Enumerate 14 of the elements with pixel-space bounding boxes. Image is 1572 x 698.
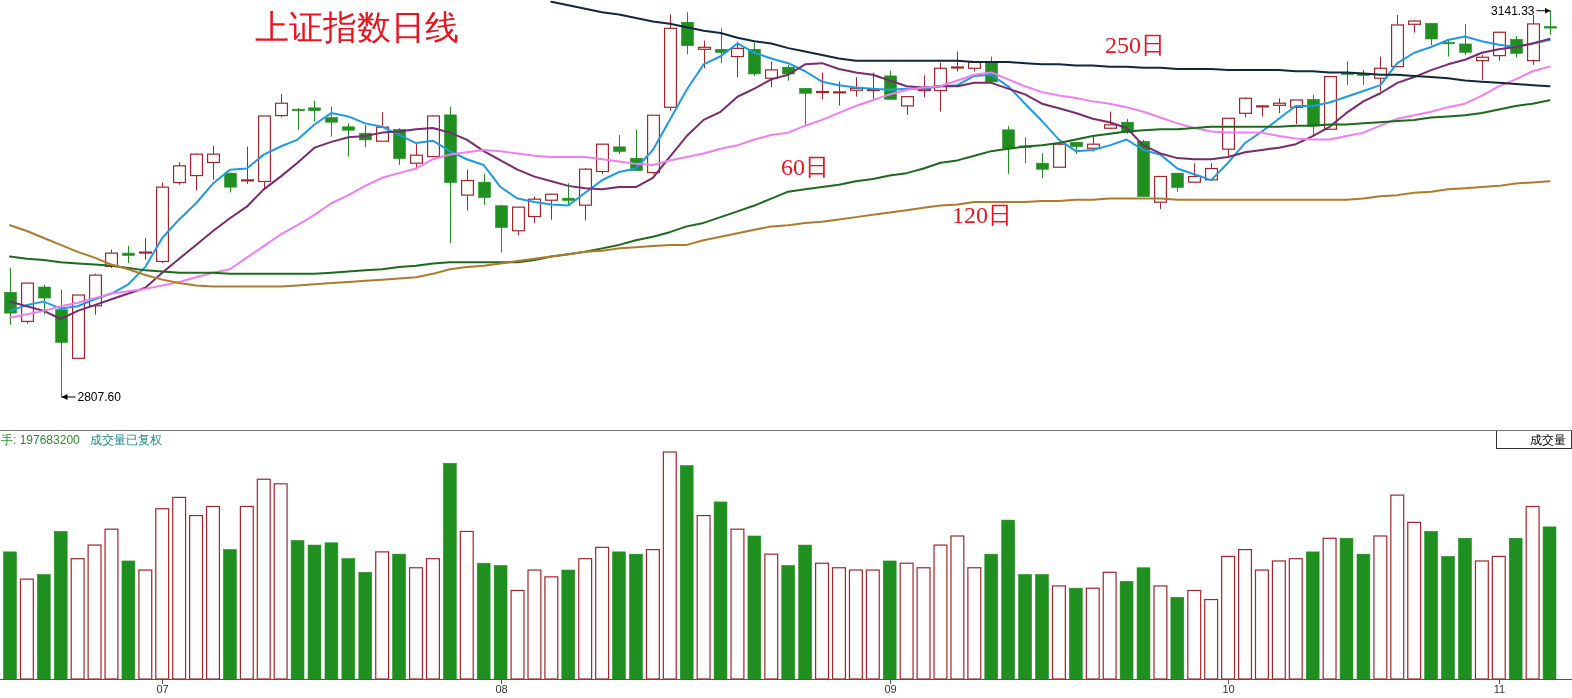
text: 成交量已复权 — [89, 433, 162, 447]
x-tick-label: 07 — [156, 683, 169, 695]
x-tick-label: 10 — [1222, 683, 1235, 695]
text: 手: 197683200 — [1, 433, 81, 447]
annotation: 2807.60 — [77, 390, 122, 404]
annotation: 120日 — [952, 202, 1012, 228]
annotation: 60日 — [781, 154, 829, 180]
x-tick-label: 11 — [1493, 683, 1506, 695]
x-tick-label: 08 — [495, 683, 508, 695]
annotation: 250日 — [1105, 32, 1165, 58]
text: 成交量 — [1530, 433, 1566, 447]
annotation: 3141.33 — [1491, 3, 1535, 18]
x-tick-label: 09 — [884, 683, 897, 695]
chart-title: 上证指数日线 — [255, 8, 459, 46]
